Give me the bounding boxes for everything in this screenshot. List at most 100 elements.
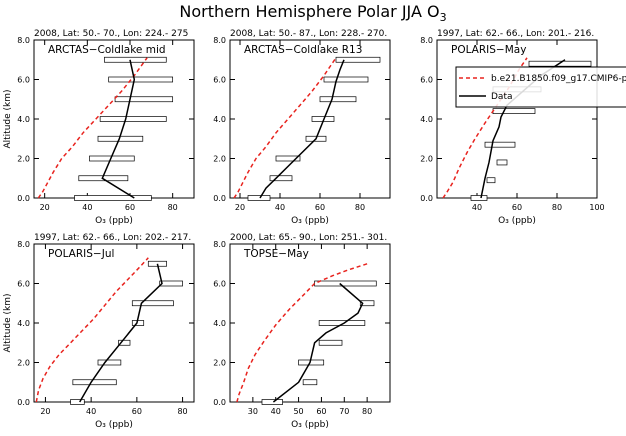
y-tick-label: 6.0 <box>213 280 226 289</box>
panel-1: 2008, Lat: 50.- 70., Lon: 224.- 275 ARCTA… <box>3 29 195 226</box>
figure-title: Northern Hemisphere Polar JJA O3 <box>179 2 446 24</box>
y-tick-label: 4.0 <box>213 115 226 124</box>
model-line <box>236 263 368 403</box>
panel-inner-label: POLARIS−May <box>451 44 526 56</box>
y-tick-label: 0.0 <box>213 194 226 203</box>
data-line <box>101 59 136 199</box>
panel-inner-label: TOPSE−May <box>243 248 309 260</box>
legend-model-label: b.e21.B1850.f09_g17.CMIP6-piControl.001 <box>491 74 626 84</box>
y-tick-label: 6.0 <box>17 280 30 289</box>
legend: b.e21.B1850.f09_g17.CMIP6-piControl.001 … <box>455 66 626 108</box>
x-tick-label: 40 <box>472 203 482 212</box>
x-axis-label: O₃ (ppb) <box>498 216 536 226</box>
panels: 2008, Lat: 50.- 70., Lon: 224.- 275 ARCTA… <box>3 29 605 430</box>
range-box <box>114 96 174 103</box>
panel-4: 1997, Lat: 62.- 66., Lon: 202.- 217. POLA… <box>3 233 195 430</box>
panel-inner-label: ARCTAS−Coldlake mid <box>48 44 166 56</box>
panel-header: 2008, Lat: 50.- 70., Lon: 224.- 275 <box>34 29 188 39</box>
y-tick-label: 4.0 <box>17 115 30 124</box>
range-box <box>70 399 85 405</box>
plot-frame <box>229 39 391 199</box>
panel-header: 1997, Lat: 62.- 66., Lon: 202.- 217. <box>34 233 191 243</box>
y-tick-label: 8.0 <box>17 240 30 249</box>
range-box <box>335 56 381 63</box>
x-axis-label: O₃ (ppb) <box>95 216 133 226</box>
y-axis-label: Altitude (km) <box>3 89 13 148</box>
y-tick-label: 6.0 <box>17 76 30 85</box>
x-tick-label: 80 <box>362 407 372 416</box>
range-box <box>99 116 167 122</box>
range-box <box>104 56 167 63</box>
x-tick-label: 100 <box>589 203 604 212</box>
x-tick-label: 60 <box>315 203 325 212</box>
y-tick-label: 2.0 <box>213 155 226 164</box>
model-line <box>37 57 148 199</box>
range-box <box>492 108 536 114</box>
x-tick-label: 20 <box>235 203 245 212</box>
range-box <box>496 159 508 166</box>
y-tick-label: 0.0 <box>17 194 30 203</box>
y-tick-label: 8.0 <box>213 240 226 249</box>
panel-3: 1997, Lat: 62.- 66., Lon: 201.- 216. POLA… <box>420 29 604 226</box>
legend-data-label: Data <box>491 92 513 102</box>
x-tick-label: 20 <box>40 407 50 416</box>
x-tick-label: 60 <box>316 407 326 416</box>
x-tick-label: 80 <box>177 407 187 416</box>
range-box <box>302 379 318 386</box>
data-line <box>272 282 364 403</box>
y-tick-label: 0.0 <box>17 398 30 407</box>
range-box <box>269 175 293 182</box>
panel-inner-label: ARCTAS−Coldlake R13 <box>244 44 362 56</box>
range-box <box>131 300 174 307</box>
panel-header: 2000, Lat: 65.- 90., Lon: 251.- 301. <box>230 233 387 243</box>
x-tick-label: 50 <box>293 407 303 416</box>
y-tick-label: 0.0 <box>213 398 226 407</box>
model-line <box>35 257 149 403</box>
x-tick-label: 70 <box>339 407 349 416</box>
range-box <box>318 320 366 326</box>
panel-header: 2008, Lat: 50.- 87., Lon: 228.- 270. <box>230 29 387 39</box>
y-tick-label: 2.0 <box>17 359 30 368</box>
x-tick-label: 20 <box>40 203 50 212</box>
x-tick-label: 40 <box>86 407 96 416</box>
y-tick-label: 4.0 <box>213 319 226 328</box>
range-box <box>314 280 377 287</box>
range-box <box>74 195 152 201</box>
x-tick-label: 40 <box>271 407 281 416</box>
x-tick-label: 60 <box>132 407 142 416</box>
y-tick-label: 6.0 <box>420 76 433 85</box>
range-box <box>108 76 174 83</box>
x-tick-label: 40 <box>275 203 285 212</box>
range-box <box>72 379 117 386</box>
range-box <box>319 96 357 103</box>
range-box <box>359 300 375 307</box>
panel-header: 1997, Lat: 62.- 66., Lon: 201.- 216. <box>437 29 594 39</box>
plot-frame <box>229 243 391 403</box>
y-tick-label: 8.0 <box>420 36 433 45</box>
range-box <box>318 339 343 346</box>
range-box <box>118 339 131 346</box>
y-tick-label: 8.0 <box>213 36 226 45</box>
range-box <box>323 76 369 83</box>
model-line <box>233 57 337 199</box>
panel-inner-label: POLARIS−Jul <box>48 248 114 260</box>
y-tick-label: 2.0 <box>420 155 433 164</box>
range-box <box>275 155 301 162</box>
y-tick-label: 4.0 <box>17 319 30 328</box>
x-tick-label: 60 <box>512 203 522 212</box>
x-tick-label: 80 <box>355 203 365 212</box>
range-box <box>97 359 122 366</box>
x-tick-label: 80 <box>168 203 178 212</box>
plot-frame <box>33 243 195 403</box>
range-box <box>470 195 488 201</box>
x-axis-label: O₃ (ppb) <box>291 216 329 226</box>
panel-5: 2000, Lat: 65.- 90., Lon: 251.- 301. TOPS… <box>213 233 391 430</box>
data-line <box>259 59 345 199</box>
range-box <box>159 280 183 287</box>
range-box <box>486 177 496 184</box>
x-tick-label: 30 <box>248 407 258 416</box>
y-tick-label: 6.0 <box>213 76 226 85</box>
y-tick-label: 2.0 <box>17 155 30 164</box>
x-tick-label: 40 <box>82 203 92 212</box>
